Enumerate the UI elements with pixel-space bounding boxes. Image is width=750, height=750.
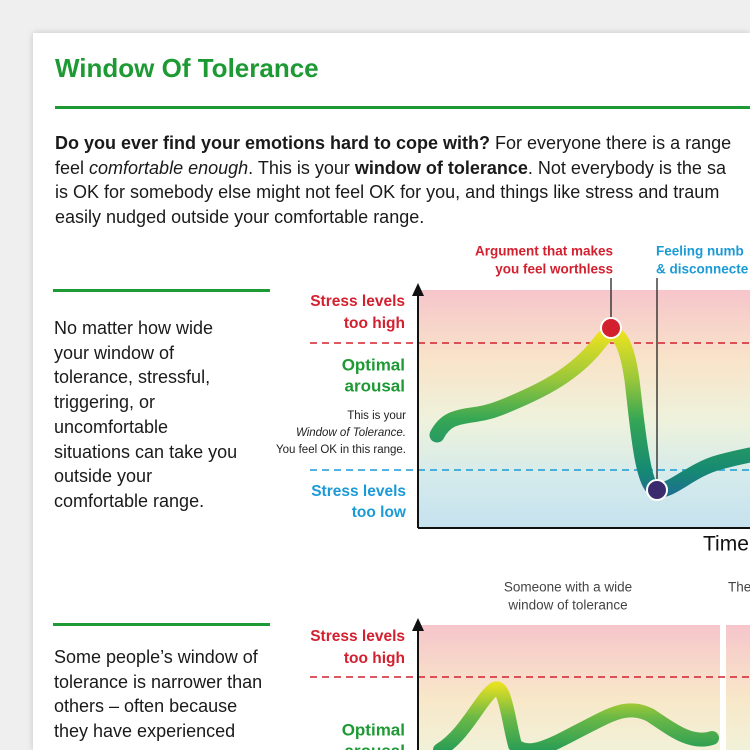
zone-label: arousal bbox=[345, 741, 405, 750]
caption: Someone with a wide bbox=[504, 580, 632, 595]
annotation: Argument that makes bbox=[475, 244, 613, 259]
caption: window of tolerance bbox=[507, 598, 627, 613]
annotation: & disconnecte bbox=[656, 262, 749, 277]
event-dot bbox=[600, 317, 622, 339]
note-rule bbox=[53, 289, 270, 292]
intro-line: easily nudged outside your comfortable r… bbox=[55, 205, 731, 230]
intro-text: For everyone there is a range bbox=[490, 133, 732, 153]
zone-label: Stress levels bbox=[310, 628, 405, 645]
intro-text: . This is your bbox=[248, 157, 355, 178]
sidebar-note: Some people’s window of tolerance is narr… bbox=[54, 645, 262, 744]
window-note: You feel OK in this range. bbox=[276, 444, 406, 456]
intro: Do you ever find your emotions hard to c… bbox=[55, 131, 731, 229]
x-axis-label: Time bbox=[703, 533, 749, 556]
note-line: tolerance is narrower than bbox=[54, 671, 263, 692]
window-note: This is your bbox=[347, 410, 406, 422]
intro-bold: window of tolerance bbox=[354, 157, 528, 178]
intro-text: . Not everybody is the sa bbox=[527, 157, 726, 178]
note-line: tolerance, stressful, bbox=[54, 367, 211, 388]
note-line: they have experienced bbox=[54, 721, 236, 742]
note-line: comfortable range. bbox=[54, 490, 205, 511]
note-line: uncomfortable bbox=[54, 416, 169, 437]
note-rule bbox=[53, 623, 270, 626]
annotation: Feeling numb bbox=[656, 244, 744, 259]
zone-label: too low bbox=[352, 504, 407, 521]
zone-label: Stress levels bbox=[310, 293, 405, 310]
annotation: you feel worthless bbox=[495, 262, 613, 277]
title-rule bbox=[55, 106, 750, 109]
intro-bold: Do you ever find your emotions hard to c… bbox=[55, 133, 491, 153]
zone-label: too high bbox=[344, 650, 405, 667]
intro-text: is OK for somebody else might not feel O… bbox=[55, 182, 720, 203]
arousal-curve bbox=[429, 326, 750, 498]
zone-label: Optimal bbox=[342, 355, 405, 374]
note-line: others – often because bbox=[54, 696, 238, 717]
arousal-curve bbox=[433, 681, 719, 750]
caption: The bbox=[728, 580, 750, 595]
intro-line: Do you ever find your emotions hard to c… bbox=[55, 131, 731, 156]
window-note: Window of Tolerance. bbox=[296, 427, 406, 439]
note-line: No matter how wide bbox=[54, 318, 214, 338]
zone-label: Stress levels bbox=[311, 483, 406, 500]
intro-text: feel bbox=[55, 157, 90, 178]
y-axis-arrow bbox=[412, 618, 424, 631]
intro-line: feel comfortable enough. This is your wi… bbox=[55, 156, 731, 181]
note-line: outside your bbox=[54, 466, 153, 487]
intro-italic: comfortable enough bbox=[89, 157, 249, 178]
zone-label: too high bbox=[344, 315, 405, 332]
zone-label: Optimal bbox=[342, 720, 405, 739]
note-line: situations can take you bbox=[54, 441, 238, 462]
note-line: triggering, or bbox=[54, 392, 156, 413]
event-dot bbox=[646, 479, 668, 501]
zone-background bbox=[726, 625, 750, 750]
y-axis-arrow bbox=[412, 283, 424, 296]
note-line: Some people’s window of bbox=[54, 647, 258, 667]
note-line: your window of bbox=[54, 342, 175, 363]
intro-text: easily nudged outside your comfortable r… bbox=[55, 206, 425, 227]
sidebar-note: No matter how wide your window of toleranc… bbox=[54, 316, 237, 514]
zone-label: arousal bbox=[345, 376, 405, 395]
title: Window Of Tolerance bbox=[55, 53, 319, 83]
intro-line: is OK for somebody else might not feel O… bbox=[55, 180, 731, 205]
